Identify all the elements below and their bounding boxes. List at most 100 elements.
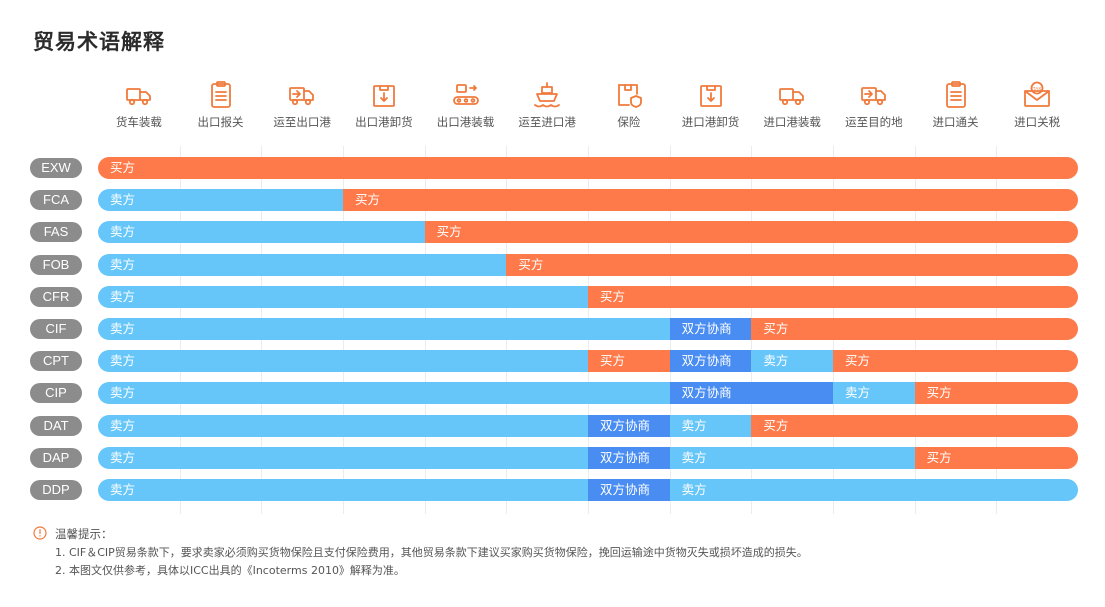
step-11: 进口通关 <box>916 80 996 130</box>
seller-segment: 卖方 <box>98 479 589 501</box>
seller-segment: 卖方 <box>98 350 589 373</box>
buyer-segment: 买方 <box>424 221 1078 244</box>
segment-label: 卖方 <box>110 256 136 272</box>
seller-segment: 卖方 <box>98 382 671 405</box>
segment-label: 双方协商 <box>681 353 732 369</box>
term-code-badge: CIP <box>30 383 82 404</box>
responsibility-bar: 卖方 买方 双方协商 卖方 买方 <box>98 350 1078 373</box>
notes-title: 温馨提示： <box>55 527 113 541</box>
segment-label: 卖方 <box>681 482 707 497</box>
term-code-badge: CIF <box>30 319 82 339</box>
segment-label: 买方 <box>763 321 789 336</box>
buyer-segment: 买方 <box>751 414 1078 437</box>
seller-segment: 卖方 <box>98 189 344 212</box>
segment-label: 卖方 <box>110 192 136 208</box>
term-code-badge: DAP <box>30 447 82 468</box>
step-12: TAX 进口关税 <box>997 80 1077 130</box>
both-segment: 双方协商 <box>588 479 671 501</box>
both-segment: 双方协商 <box>669 350 752 373</box>
term-code-badge: DDP <box>30 480 82 500</box>
both-segment: 双方协商 <box>669 318 752 340</box>
responsibility-bar: 卖方 双方协商 卖方 买方 <box>98 414 1078 437</box>
segment-label: 双方协商 <box>600 482 651 497</box>
term-code-badge: EXW <box>30 158 82 178</box>
segment-label: 双方协商 <box>681 321 732 336</box>
segment-label: 双方协商 <box>600 449 651 465</box>
buyer-segment: 买方 <box>914 382 1078 405</box>
responsibility-bar: 卖方 买方 <box>98 253 1078 276</box>
term-row-dat: DAT 卖方 双方协商 卖方 买方 <box>0 414 1105 437</box>
info-icon <box>33 526 47 540</box>
buyer-segment: 买方 <box>343 189 1078 212</box>
clipboard-icon <box>945 81 966 108</box>
segment-label: 卖方 <box>681 417 707 433</box>
step-label: 进口港卸货 <box>681 115 740 129</box>
buyer-segment: 买方 <box>833 350 1078 373</box>
clipboard-icon <box>210 81 231 108</box>
box-down-icon <box>699 85 722 107</box>
step-label: 进口关税 <box>1014 115 1061 129</box>
term-row-cif: CIF 卖方 双方协商 买方 <box>0 318 1105 340</box>
responsibility-bar: 卖方 双方协商 买方 <box>98 318 1078 340</box>
term-code-badge: FAS <box>30 222 82 243</box>
step-5: 出口港装载 <box>426 80 506 130</box>
buyer-segment: 买方 <box>98 157 1078 179</box>
step-4: 出口港卸货 <box>344 80 424 130</box>
segment-label: 双方协商 <box>600 417 651 433</box>
segment-label: 卖方 <box>110 482 136 497</box>
term-row-fob: FOB 卖方 买方 <box>0 253 1105 276</box>
process-steps-header: 货车装载 出口报关 运至出口港 出口港卸货 出口港装载 运至进口港 保险 进口港卸货 进口港装载… <box>0 0 1105 150</box>
seller-segment: 卖方 <box>98 446 589 469</box>
segment-label: 买方 <box>600 288 626 304</box>
segment-label: 买方 <box>600 353 626 369</box>
responsibility-bar: 卖方 买方 <box>98 221 1078 244</box>
seller-segment: 卖方 <box>98 221 426 244</box>
seller-segment: 卖方 <box>98 318 671 340</box>
truck-arrow-icon <box>860 87 886 106</box>
responsibility-bar: 卖方 买方 <box>98 189 1078 212</box>
buyer-segment: 买方 <box>914 446 1078 469</box>
segment-label: 买方 <box>436 224 462 240</box>
step-10: 运至目的地 <box>834 80 914 130</box>
term-code-badge: CPT <box>30 351 82 372</box>
responsibility-bar: 卖方 双方协商 卖方 买方 <box>98 382 1078 405</box>
buyer-segment: 买方 <box>588 285 1078 308</box>
buyer-segment: 买方 <box>506 253 1078 276</box>
step-label: 保险 <box>617 115 641 129</box>
tax-envelope-icon: TAX <box>1024 81 1051 107</box>
segment-label: 卖方 <box>110 321 136 336</box>
segment-label: 买方 <box>110 160 136 175</box>
segment-label: 卖方 <box>110 417 136 433</box>
truck-icon <box>779 88 805 106</box>
term-row-fas: FAS 卖方 买方 <box>0 221 1105 244</box>
notes-section: 温馨提示： 1. CIF＆CIP贸易条款下，要求卖家必须购买货物保险且支付保险费… <box>33 526 808 578</box>
step-label: 运至出口港 <box>273 115 331 129</box>
term-code-badge: DAT <box>30 415 82 436</box>
both-segment: 双方协商 <box>588 446 671 469</box>
step-label: 出口港装载 <box>436 115 495 129</box>
seller-segment: 卖方 <box>751 350 834 373</box>
segment-label: 卖方 <box>110 353 136 369</box>
svg-text:TAX: TAX <box>1033 86 1041 91</box>
segment-label: 卖方 <box>845 385 871 401</box>
truck-arrow-icon <box>289 87 315 106</box>
step-label: 出口港卸货 <box>355 115 413 129</box>
step-3: 运至出口港 <box>262 80 342 130</box>
responsibility-bar: 买方 <box>98 157 1078 179</box>
buyer-segment: 买方 <box>588 350 671 373</box>
step-1: 货车装载 <box>99 80 179 130</box>
segment-label: 买方 <box>926 449 952 465</box>
step-8: 进口港卸货 <box>671 80 751 130</box>
conveyor-icon <box>452 84 479 105</box>
term-row-ddp: DDP 卖方 双方协商 卖方 <box>0 479 1105 501</box>
responsibility-bar: 卖方 双方协商 卖方 买方 <box>98 446 1078 469</box>
term-code-badge: FCA <box>30 190 82 211</box>
seller-segment: 卖方 <box>98 253 507 276</box>
segment-label: 卖方 <box>110 449 136 465</box>
responsibility-bar: 卖方 双方协商 卖方 <box>98 479 1078 501</box>
term-row-dap: DAP 卖方 双方协商 卖方 买方 <box>0 446 1105 469</box>
step-label: 运至目的地 <box>845 115 903 129</box>
segment-label: 买方 <box>355 192 381 208</box>
segment-label: 卖方 <box>110 288 136 304</box>
segment-label: 卖方 <box>763 353 789 369</box>
